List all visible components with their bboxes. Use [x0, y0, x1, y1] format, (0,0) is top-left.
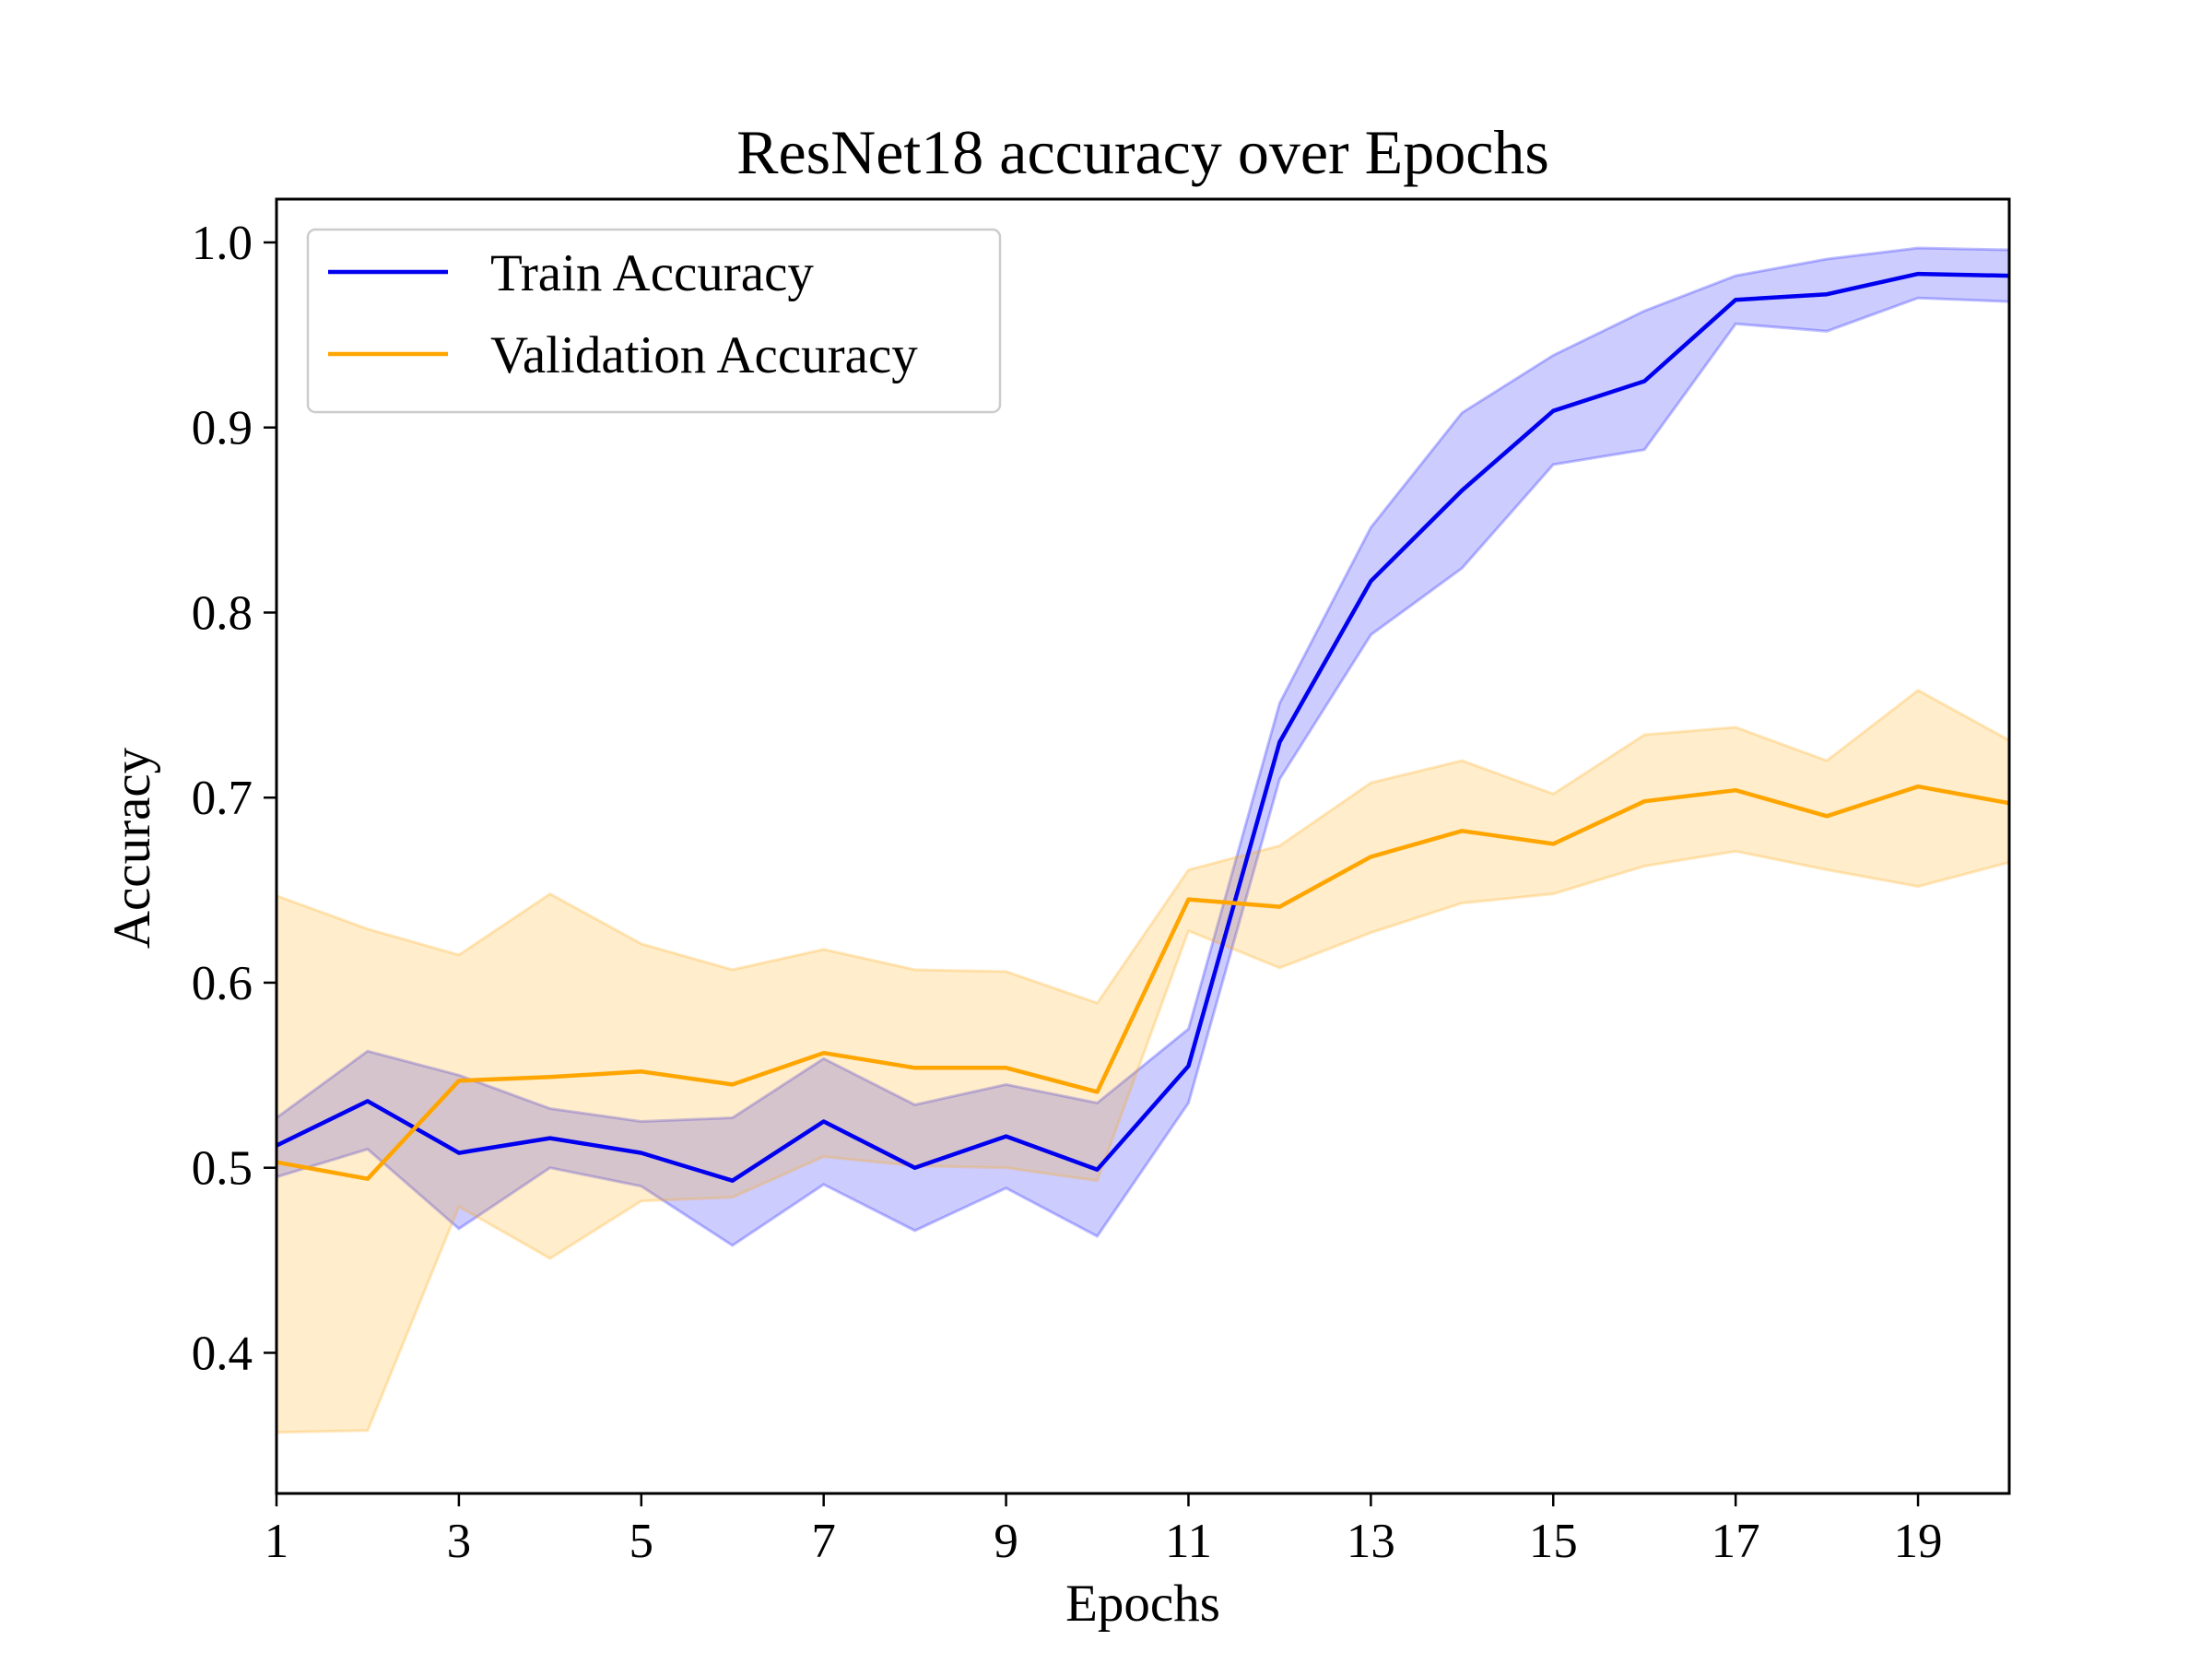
x-tick-label: 5: [629, 1515, 654, 1568]
chart-title: ResNet18 accuracy over Epochs: [736, 117, 1549, 187]
legend-label-validation: Validation Accuracy: [490, 326, 918, 384]
y-tick-label: 0.7: [192, 772, 253, 825]
y-tick-label: 1.0: [192, 217, 253, 270]
y-tick-label: 0.9: [192, 402, 253, 455]
y-tick-label: 0.4: [192, 1327, 253, 1380]
x-axis-label: Epochs: [1065, 1575, 1220, 1633]
legend-box: [306, 228, 1002, 414]
line-train-accuracy: [276, 271, 2010, 1183]
x-tick-label: 1: [265, 1515, 289, 1568]
legend: Train Accuracy Validation Accuracy: [306, 228, 1002, 414]
y-tick-label: 0.8: [192, 586, 253, 640]
y-axis-label: Accuracy: [103, 747, 161, 949]
x-tick-label: 13: [1347, 1515, 1395, 1568]
x-tick-label: 7: [811, 1515, 836, 1568]
y-tick-label: 0.6: [192, 957, 253, 1010]
x-tick-label: 11: [1165, 1515, 1212, 1568]
y-tick-label: 0.5: [192, 1142, 253, 1196]
x-tick-label: 9: [994, 1515, 1018, 1568]
legend-label-train: Train Accuracy: [490, 244, 814, 302]
plot-frame: [275, 197, 2011, 1495]
series-lines: [276, 271, 2010, 1183]
x-tick-label: 3: [447, 1515, 472, 1568]
y-axis-ticks: 0.4 0.5 0.6 0.7 0.8 0.9 1.0: [192, 217, 276, 1380]
x-tick-label: 15: [1529, 1515, 1578, 1568]
x-tick-label: 19: [1894, 1515, 1943, 1568]
line-validation-accuracy: [276, 784, 2010, 1181]
x-axis-ticks: 1 3 5 7 9 11 13 15 17 19: [265, 1493, 1943, 1568]
x-tick-label: 17: [1712, 1515, 1760, 1568]
